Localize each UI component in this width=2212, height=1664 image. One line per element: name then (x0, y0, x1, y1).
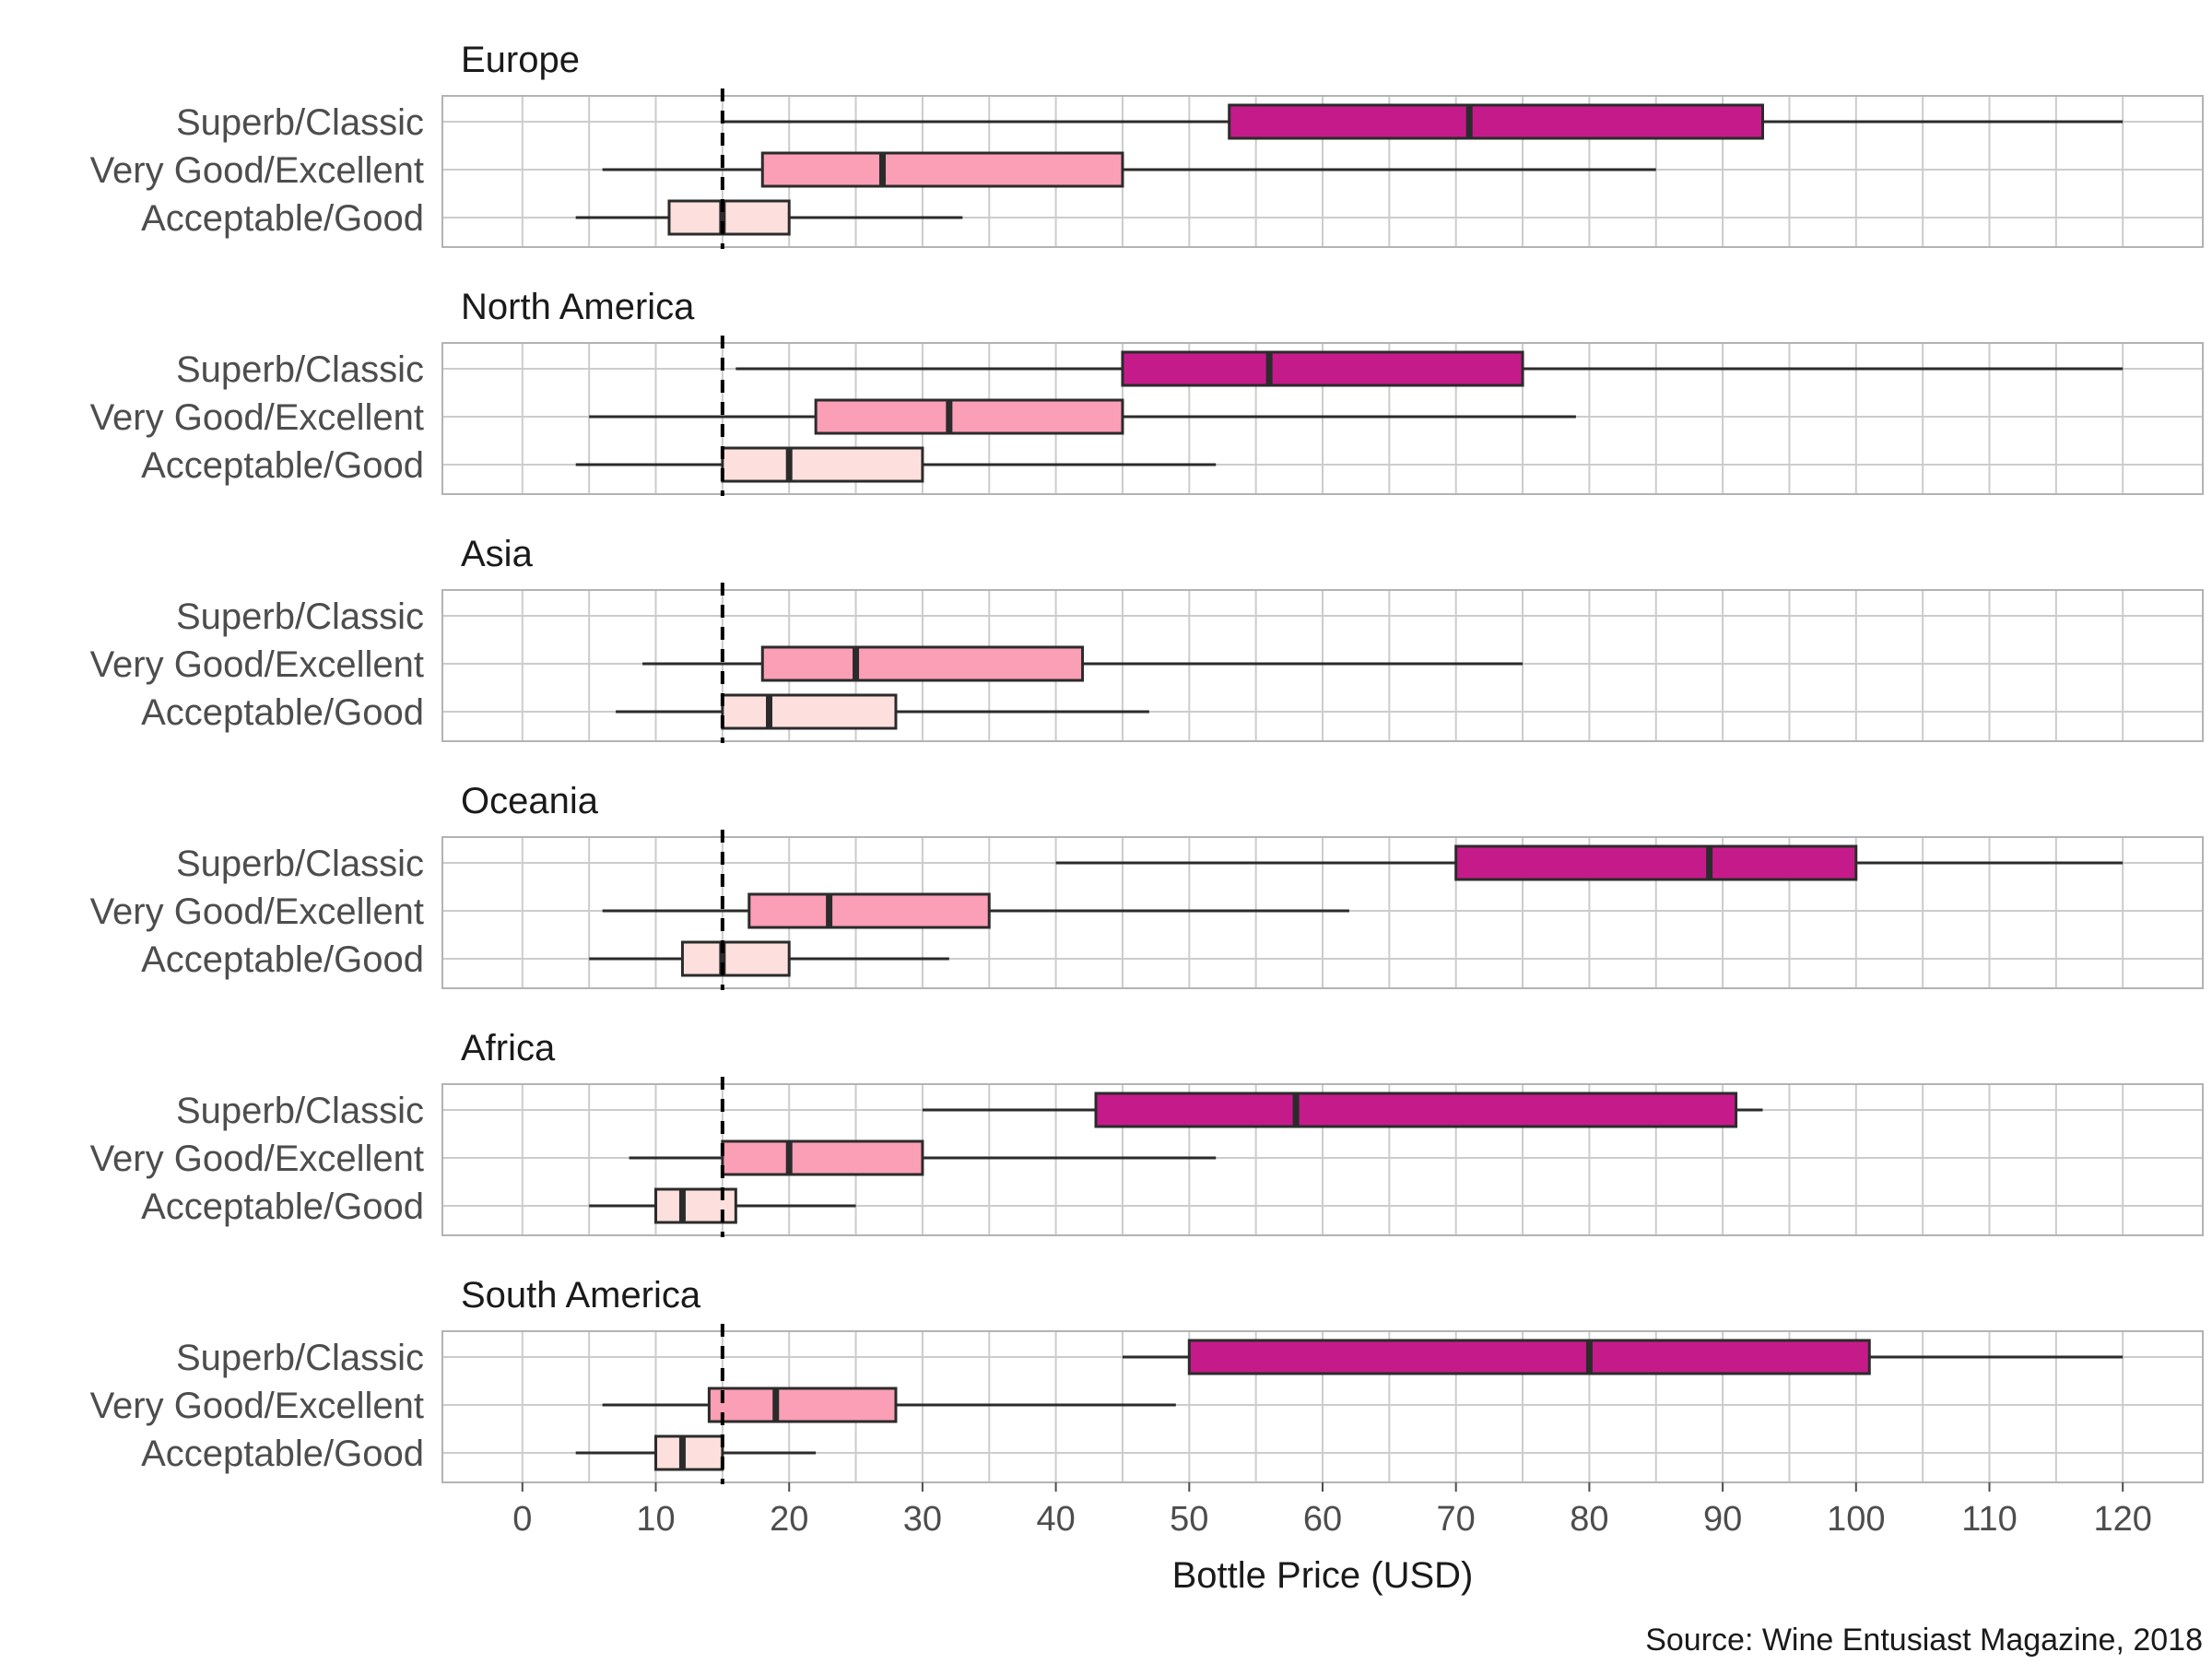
boxplot-europe-superb-classic (722, 103, 2124, 140)
x-tick-label: 40 (1036, 1500, 1075, 1539)
iqr-box (680, 940, 791, 977)
category-label: Very Good/Excellent (90, 891, 424, 932)
iqr-box (1454, 844, 1858, 881)
category-label: Acceptable/Good (141, 1434, 424, 1474)
facet-title-south-america: South America (461, 1275, 701, 1316)
iqr-box (654, 1434, 724, 1471)
boxplot-oceania-acceptable-good (589, 940, 949, 977)
boxplot-south-america-acceptable-good (575, 1434, 817, 1471)
iqr-box (1094, 1092, 1738, 1128)
iqr-box (721, 1139, 924, 1176)
iqr-box (747, 892, 991, 929)
iqr-box (707, 1387, 898, 1423)
facet-panel-asia: Asia Superb/Classic Very Good/Excellent Acc… (90, 534, 2204, 743)
facet-panel-oceania: Oceania Superb/Classic Very Good/Excellent… (90, 781, 2204, 990)
x-axis: 0 10 20 30 40 50 60 70 80 90 100 110 120 Bottle Price… (512, 1482, 2152, 1596)
x-tick-label: 70 (1437, 1500, 1476, 1539)
category-label: Very Good/Excellent (90, 1139, 424, 1179)
panel-border (441, 1083, 2204, 1236)
x-tick-label: 90 (1703, 1500, 1742, 1539)
panel-border (441, 95, 2204, 248)
category-label: Acceptable/Good (141, 939, 424, 980)
iqr-box (1121, 350, 1524, 387)
iqr-box (1228, 103, 1765, 140)
boxplot-africa-very-good-excellent (629, 1139, 1217, 1176)
panel-border (441, 342, 2204, 495)
category-label: Superb/Classic (176, 102, 424, 143)
boxplot-oceania-very-good-excellent (602, 892, 1349, 929)
x-tick-label: 60 (1303, 1500, 1342, 1539)
iqr-box (667, 199, 791, 236)
category-label: Very Good/Excellent (90, 644, 424, 685)
x-tick-label: 80 (1570, 1500, 1608, 1539)
category-label: Very Good/Excellent (90, 1386, 424, 1426)
x-tick-label: 10 (636, 1500, 675, 1539)
category-label: Superb/Classic (176, 1338, 424, 1378)
iqr-box (760, 645, 1085, 682)
category-label: Superb/Classic (176, 1091, 424, 1131)
boxplot-oceania-superb-classic (1055, 844, 2124, 881)
x-tick-label: 50 (1170, 1500, 1208, 1539)
x-tick-label: 30 (903, 1500, 942, 1539)
panel-border (441, 589, 2204, 742)
category-label: Acceptable/Good (141, 198, 424, 239)
boxplot-south-america-superb-classic (1122, 1339, 2124, 1375)
x-tick-label: 0 (512, 1500, 532, 1539)
boxplot-europe-very-good-excellent (602, 151, 1656, 188)
x-tick-label: 20 (770, 1500, 808, 1539)
x-axis-title: Bottle Price (USD) (1172, 1555, 1474, 1596)
facet-panel-europe: Europe Superb/Classic Very Good/Excellent A… (90, 40, 2204, 249)
facet-title-asia: Asia (461, 534, 534, 574)
category-label: Superb/Classic (176, 349, 424, 390)
category-label: Very Good/Excellent (90, 150, 424, 191)
chart-caption: Source: Wine Entusiast Magazine, 2018 (1645, 1623, 2203, 1658)
x-tick-label: 110 (1961, 1500, 2018, 1539)
facet-title-north-america: North America (461, 287, 695, 327)
facet-title-oceania: Oceania (461, 781, 599, 821)
category-label: Superb/Classic (176, 596, 424, 637)
facet-panel-south-america: South America Superb/Classic Very Good/Exc… (90, 1275, 2204, 1484)
boxplot-asia-very-good-excellent (642, 645, 1524, 682)
facet-panel-africa: Africa Superb/Classic Very Good/Excellent A… (90, 1028, 2204, 1237)
panel-border (441, 836, 2204, 989)
category-label: Very Good/Excellent (90, 397, 424, 438)
iqr-box (1187, 1339, 1871, 1375)
facet-title-africa: Africa (461, 1028, 556, 1068)
boxplot-north-america-very-good-excellent (589, 398, 1576, 435)
boxplot-south-america-very-good-excellent (602, 1387, 1176, 1423)
boxplot-europe-acceptable-good (575, 199, 963, 236)
x-tick-label: 120 (2093, 1500, 2151, 1539)
iqr-box (760, 151, 1124, 188)
boxplot-africa-superb-classic (922, 1092, 1763, 1128)
category-label: Acceptable/Good (141, 445, 424, 486)
boxplot-north-america-acceptable-good (575, 446, 1217, 483)
category-label: Acceptable/Good (141, 692, 424, 733)
category-label: Superb/Classic (176, 844, 424, 884)
iqr-box (721, 446, 924, 483)
facet-panel-north-america: North America Superb/Classic Very Good/Exc… (90, 287, 2204, 496)
iqr-box (721, 693, 898, 730)
iqr-box (814, 398, 1124, 435)
x-tick-label: 100 (1827, 1500, 1885, 1539)
facet-title-europe: Europe (461, 40, 580, 80)
boxplot-asia-acceptable-good (616, 693, 1149, 730)
category-label: Acceptable/Good (141, 1186, 424, 1227)
boxplot-north-america-superb-classic (735, 350, 2124, 387)
